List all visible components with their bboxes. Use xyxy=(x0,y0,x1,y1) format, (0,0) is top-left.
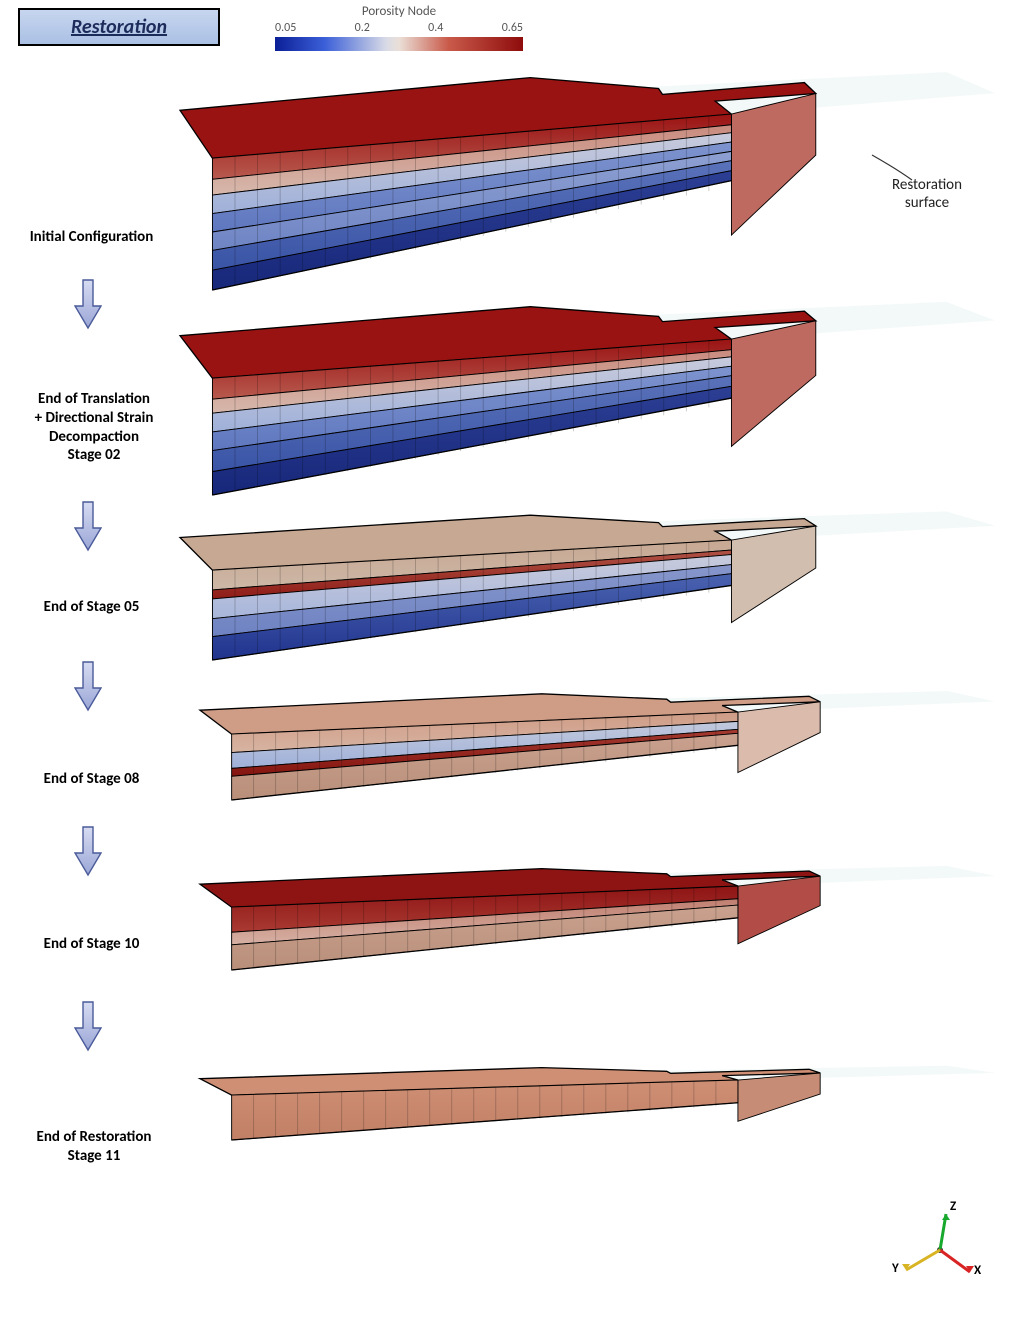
stage-label: End of Stage 05 xyxy=(4,598,179,617)
axis-triad: Z X Y xyxy=(880,1195,1000,1305)
colorbar: Porosity Node 0.05 0.2 0.4 0.65 xyxy=(275,4,523,51)
colorbar-tick: 0.65 xyxy=(502,21,523,35)
svg-text:Y: Y xyxy=(891,1261,899,1276)
svg-text:Z: Z xyxy=(950,1199,957,1214)
colorbar-ticks: 0.05 0.2 0.4 0.65 xyxy=(275,21,523,35)
down-arrow-icon xyxy=(74,278,102,330)
svg-text:X: X xyxy=(974,1263,982,1278)
down-arrow-icon xyxy=(74,825,102,877)
title-box: Restoration xyxy=(18,8,220,46)
colorbar-gradient xyxy=(275,37,523,51)
down-arrow-icon xyxy=(74,1000,102,1052)
down-arrow-icon xyxy=(74,500,102,552)
colorbar-title: Porosity Node xyxy=(275,4,523,19)
colorbar-tick: 0.05 xyxy=(275,21,296,35)
stage-label: End of RestorationStage 11 xyxy=(4,1128,184,1166)
title-text: Restoration xyxy=(71,15,167,39)
stage-label: End of Stage 10 xyxy=(4,935,179,954)
stage-label: End of Translation+ Directional StrainDe… xyxy=(4,390,184,465)
stage-label: End of Stage 08 xyxy=(4,770,179,789)
down-arrow-icon xyxy=(74,660,102,712)
annotation-leader xyxy=(0,0,1,1)
stage-label: Initial Configuration xyxy=(4,228,179,247)
colorbar-tick: 0.4 xyxy=(428,21,443,35)
colorbar-tick: 0.2 xyxy=(355,21,370,35)
